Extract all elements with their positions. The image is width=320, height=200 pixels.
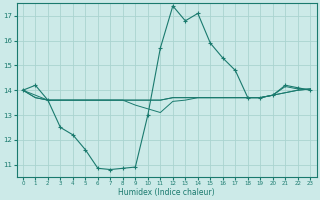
X-axis label: Humidex (Indice chaleur): Humidex (Indice chaleur)	[118, 188, 215, 197]
